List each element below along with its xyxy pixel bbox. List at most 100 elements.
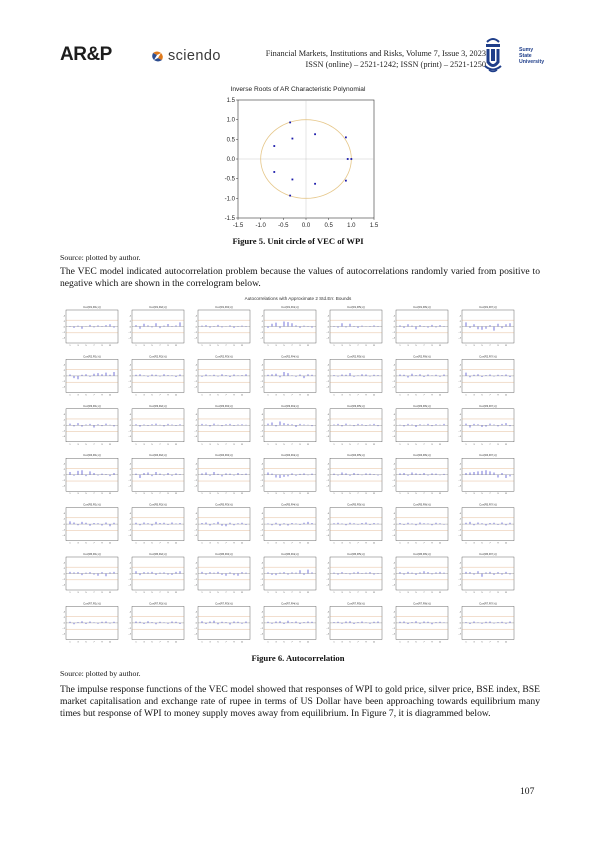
panel-title: Cor(R1,R7(-i))	[479, 305, 497, 309]
panel-title: Cor(R5,R3(-i))	[215, 503, 233, 507]
panel-x-tick-label: 3	[341, 444, 343, 446]
panel-y-tick-label: -.4	[260, 584, 263, 586]
panel-x-tick-label: 9	[497, 543, 499, 545]
correlogram-panel: Cor(R3,R5(-i)) .4 .2 .0 -.2 -.4 1 3 5 7 9 11	[326, 404, 383, 446]
panel-x-tick-label: 7	[357, 444, 359, 446]
panel-x-tick-label: 1	[201, 394, 203, 396]
panel-y-tick-label: .0	[327, 623, 330, 625]
panel-x-tick-label: 7	[159, 592, 161, 594]
correlogram-panel: Cor(R6,R1(-i)) .4 .2 .0 -.2 -.4 1 3 5 7 9 11	[62, 552, 119, 594]
panel-x-tick-label: 7	[159, 493, 161, 495]
panel-y-tick-label: .0	[393, 524, 396, 526]
panel-x-tick-label: 7	[225, 493, 227, 495]
panel-x-tick-label: 9	[299, 641, 301, 643]
panel-x-tick-label: 11	[373, 493, 376, 495]
panel-x-tick-label: 7	[291, 394, 293, 396]
panel-x-tick-label: 3	[473, 394, 475, 396]
panel-x-tick-label: 9	[365, 543, 367, 545]
panel-x-tick-label: 3	[341, 493, 343, 495]
panel-y-tick-label: .4	[393, 562, 396, 564]
journal-title-line: Financial Markets, Institutions and Risk…	[265, 49, 486, 58]
panel-title: Cor(R1,R3(-i))	[215, 305, 233, 309]
panel-y-tick-label: .4	[261, 612, 264, 614]
panel-x-tick-label: 7	[357, 493, 359, 495]
panel-x-tick-label: 3	[77, 345, 79, 347]
panel-y-tick-label: -.4	[326, 584, 329, 586]
panel-x-tick-label: 5	[481, 641, 483, 643]
panel-y-tick-label: .0	[195, 623, 198, 625]
body-paragraph-1: The VEC model indicated autocorrelation …	[60, 266, 540, 289]
panel-x-tick-label: 1	[465, 543, 467, 545]
panel-y-tick-label: -.4	[260, 634, 263, 636]
panel-y-tick-label: .4	[195, 365, 198, 367]
correlogram-panel: Cor(R2,R1(-i)) .4 .2 .0 -.2 -.4 1 3 5 7 9 11	[62, 354, 119, 396]
panel-x-tick-label: 7	[225, 592, 227, 594]
panel-y-tick-label: -.4	[62, 337, 65, 339]
panel-y-tick-label: -.2	[194, 628, 197, 630]
panel-y-tick-label: .2	[129, 370, 132, 372]
university-logo	[484, 38, 502, 73]
panel-y-tick-label: -.4	[326, 486, 329, 488]
panel-y-tick-label: -.4	[392, 535, 395, 537]
panel-y-tick-label: -.2	[458, 431, 461, 433]
panel-x-tick-label: 7	[93, 394, 95, 396]
panel-x-tick-label: 1	[135, 592, 137, 594]
panel-y-tick-label: .2	[393, 568, 396, 570]
panel-y-tick-label: .4	[459, 414, 462, 416]
panel-x-tick-label: 5	[349, 543, 351, 545]
correlogram-panel: Cor(R5,R7(-i)) .4 .2 .0 -.2 -.4 1 3 5 7 9 11	[458, 503, 515, 545]
root-point	[289, 121, 292, 124]
panel-x-tick-label: 9	[431, 345, 433, 347]
panel-x-tick-label: 1	[333, 592, 335, 594]
correlogram-panel: Cor(R5,R6(-i)) .4 .2 .0 -.2 -.4 1 3 5 7 9 11	[392, 503, 449, 545]
panel-x-tick-label: 11	[439, 543, 442, 545]
panel-x-tick-label: 1	[399, 493, 401, 495]
panel-x-tick-label: 3	[473, 543, 475, 545]
panel-y-tick-label: .4	[195, 612, 198, 614]
panel-x-tick-label: 1	[333, 345, 335, 347]
panel-y-tick-label: -.2	[392, 332, 395, 334]
panel-y-tick-label: -.4	[260, 337, 263, 339]
panel-title: Cor(R2,R3(-i))	[215, 354, 233, 358]
panel-x-tick-label: 3	[407, 592, 409, 594]
correlogram-panel: Cor(R1,R7(-i)) .4 .2 .0 -.2 -.4 1 3 5 7 9 11	[458, 305, 515, 347]
panel-x-tick-label: 11	[175, 444, 178, 446]
panel-x-tick-label: 1	[399, 543, 401, 545]
panel-y-tick-label: .2	[261, 420, 264, 422]
panel-x-tick-label: 11	[439, 394, 442, 396]
panel-x-tick-label: 9	[167, 543, 169, 545]
panel-y-tick-label: .4	[393, 513, 396, 515]
panel-x-tick-label: 5	[415, 592, 417, 594]
root-point	[273, 145, 276, 147]
panel-x-tick-label: 11	[175, 592, 178, 594]
panel-y-tick-label: -.4	[458, 436, 461, 438]
panel-y-tick-label: .4	[63, 464, 66, 466]
panel-y-tick-label: .2	[393, 321, 396, 323]
panel-y-tick-label: .2	[195, 568, 198, 570]
panel-y-tick-label: -.2	[458, 529, 461, 531]
panel-x-tick-label: 11	[373, 345, 376, 347]
panel-x-tick-label: 9	[101, 493, 103, 495]
correlogram-panel: Cor(R6,R6(-i)) .4 .2 .0 -.2 -.4 1 3 5 7 9 11	[392, 552, 449, 594]
panel-y-tick-label: .0	[261, 524, 264, 526]
panel-y-tick-label: .2	[129, 568, 132, 570]
panel-x-tick-label: 1	[465, 641, 467, 643]
panel-x-tick-label: 1	[333, 493, 335, 495]
panel-y-tick-label: -.2	[260, 628, 263, 630]
panel-x-tick-label: 11	[241, 394, 244, 396]
university-name-line-2: State	[519, 53, 532, 59]
panel-x-tick-label: 9	[431, 641, 433, 643]
panel-y-tick-label: .2	[261, 568, 264, 570]
panel-x-tick-label: 11	[109, 641, 112, 643]
panel-title: Cor(R3,R6(-i))	[413, 404, 431, 408]
panel-y-tick-label: .2	[327, 321, 330, 323]
panel-y-tick-label: -.2	[128, 480, 131, 482]
panel-y-tick-label: .2	[129, 321, 132, 323]
panel-x-tick-label: 3	[341, 394, 343, 396]
panel-y-tick-label: .2	[261, 469, 264, 471]
panel-x-tick-label: 7	[291, 345, 293, 347]
panel-x-tick-label: 7	[225, 345, 227, 347]
panel-y-tick-label: .2	[393, 370, 396, 372]
panel-title: Cor(R2,R2(-i))	[149, 354, 167, 358]
panel-title: Cor(R6,R1(-i))	[83, 552, 101, 556]
